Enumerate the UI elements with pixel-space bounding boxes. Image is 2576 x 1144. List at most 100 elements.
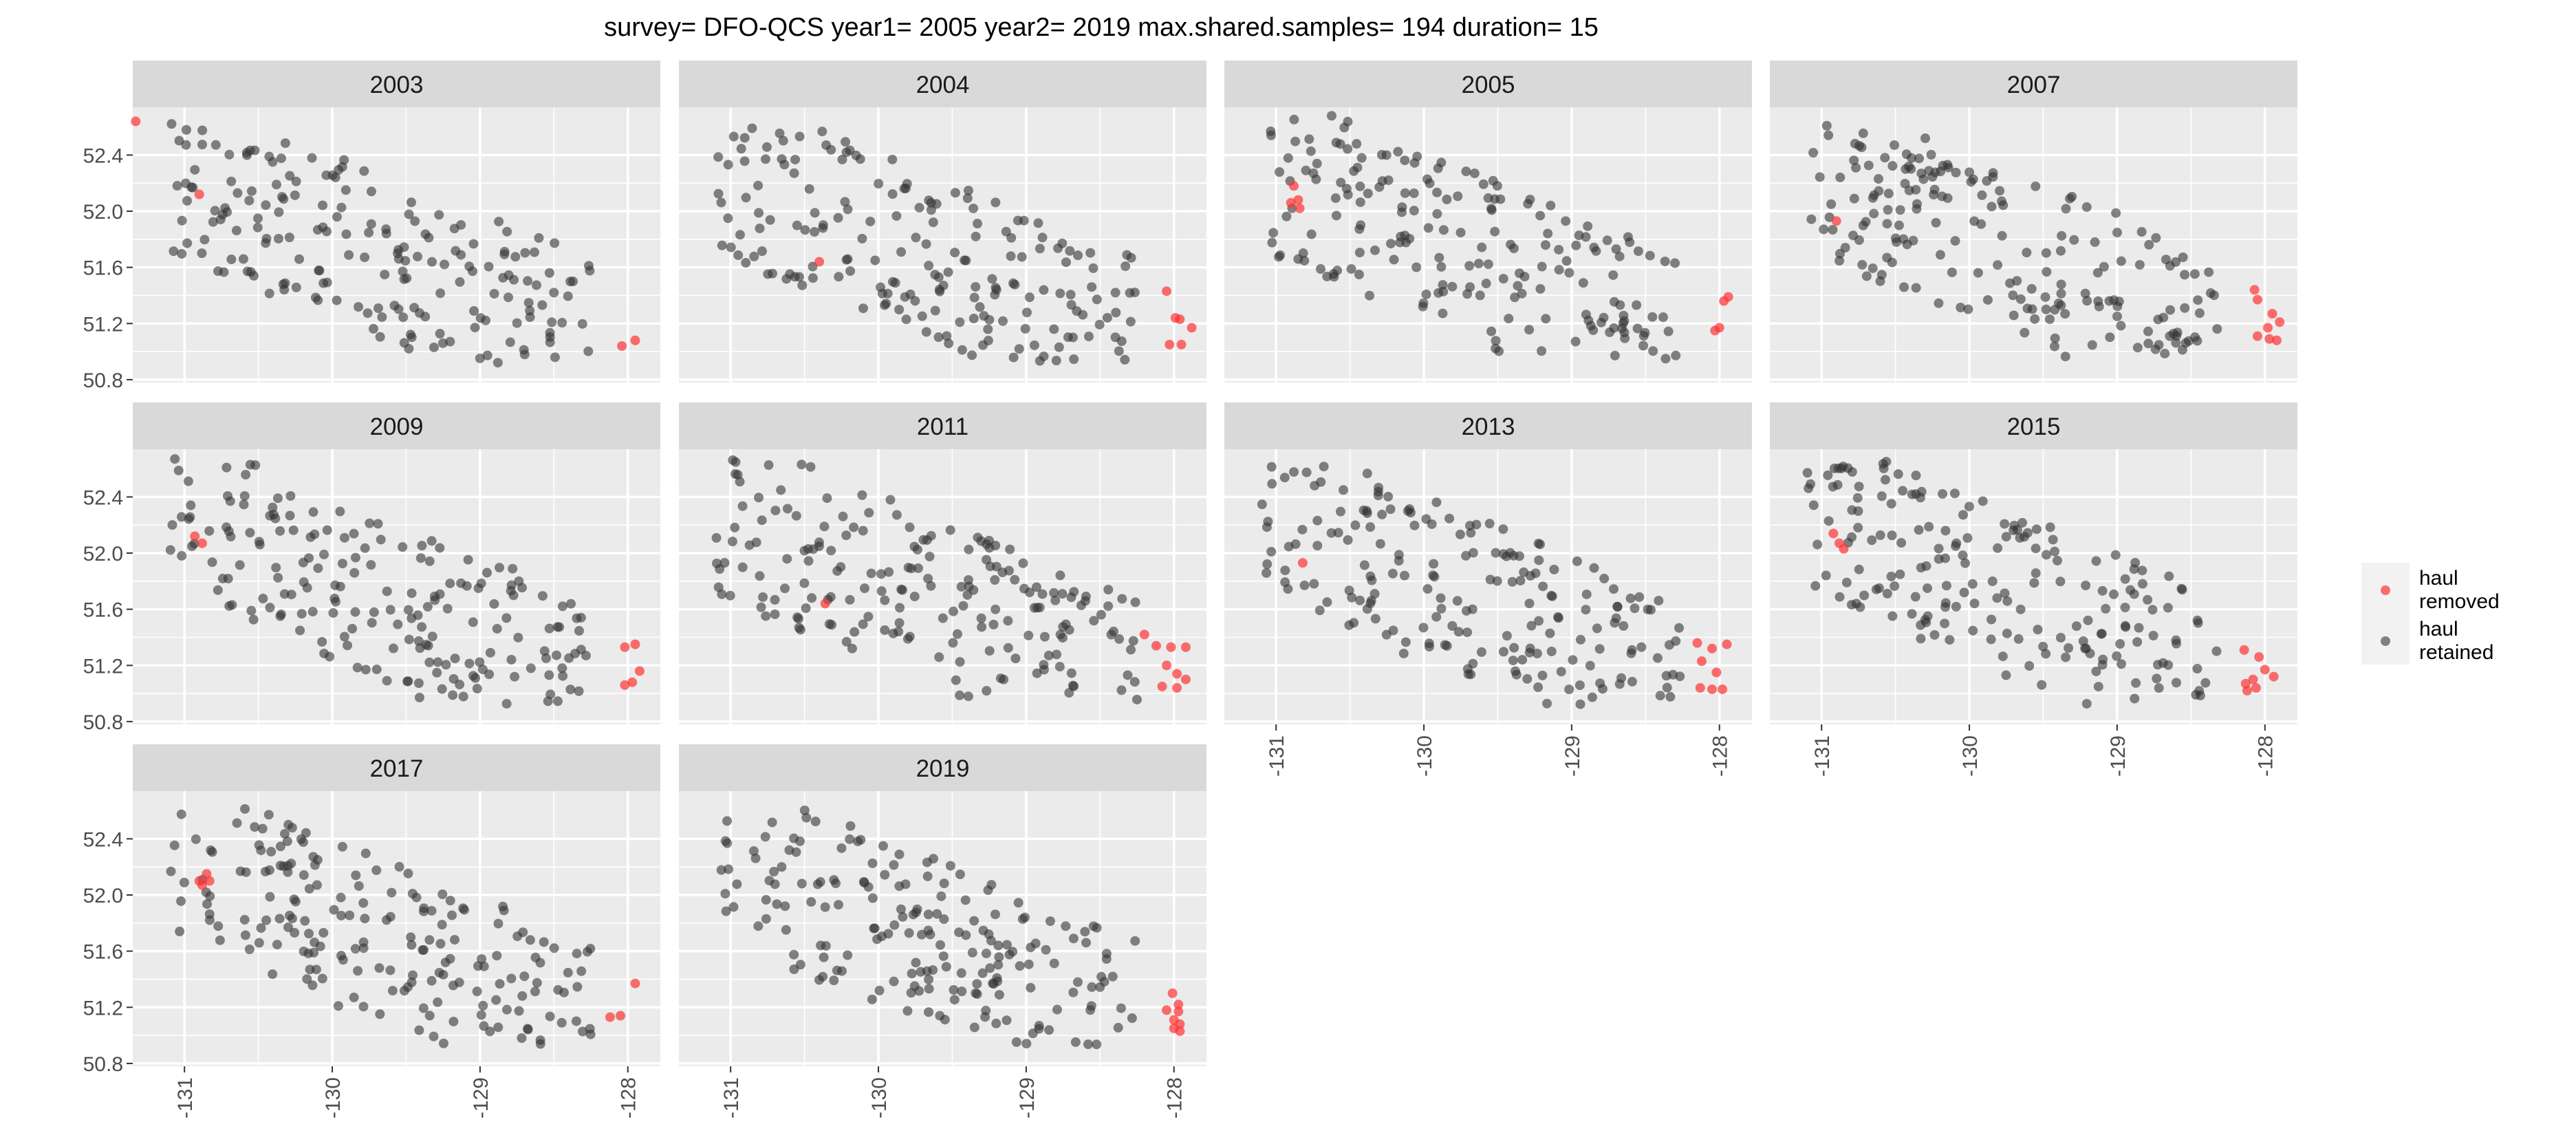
data-point-retained — [1664, 640, 1674, 650]
data-point-retained — [1387, 568, 1398, 579]
data-point-retained — [2081, 698, 2092, 709]
data-point-retained — [1654, 596, 1664, 606]
data-point-retained — [1385, 504, 1396, 515]
data-point-retained — [994, 990, 1004, 1000]
data-point-retained — [1815, 172, 1825, 182]
data-point-retained — [2085, 648, 2095, 658]
data-point-retained — [713, 152, 724, 162]
facet-panel-2013: 2013 — [1224, 402, 1752, 724]
data-point-retained — [426, 536, 437, 546]
data-point-retained — [1542, 698, 1552, 709]
data-point-retained — [887, 277, 898, 287]
data-point-retained — [2091, 556, 2101, 566]
data-point-retained — [241, 147, 252, 158]
data-point-retained — [275, 526, 285, 536]
data-point-retained — [2161, 255, 2171, 265]
data-point-retained — [761, 611, 771, 621]
data-point-retained — [317, 637, 327, 647]
data-point-retained — [864, 508, 874, 518]
data-point-retained — [1064, 688, 1074, 698]
data-point-retained — [909, 592, 920, 602]
data-point-retained — [1374, 482, 1384, 493]
data-point-retained — [1066, 592, 1076, 603]
facet-strip-label: 2007 — [2007, 72, 2061, 98]
data-point-retained — [413, 251, 423, 261]
data-point-retained — [179, 877, 189, 887]
data-point-retained — [1941, 581, 1951, 591]
data-point-retained — [1018, 558, 1028, 568]
data-point-retained — [1675, 671, 1685, 682]
data-point-retained — [167, 520, 177, 530]
data-point-retained — [458, 691, 468, 702]
data-point-retained — [808, 273, 818, 283]
data-point-retained — [2015, 294, 2026, 304]
data-point-retained — [366, 186, 376, 197]
data-point-retained — [564, 653, 574, 663]
data-point-retained — [794, 623, 804, 633]
data-point-retained — [952, 629, 962, 639]
data-point-retained — [1609, 584, 1619, 594]
data-point-retained — [2144, 239, 2154, 250]
data-point-retained — [845, 145, 855, 155]
data-point-retained — [1262, 522, 1272, 532]
data-point-retained — [1491, 336, 1501, 346]
data-point-retained — [956, 581, 966, 592]
data-point-retained — [736, 144, 746, 154]
data-point-retained — [1002, 1015, 1012, 1026]
data-point-removed — [1718, 684, 1728, 694]
data-point-retained — [954, 927, 964, 938]
data-point-retained — [1911, 489, 1921, 499]
data-point-retained — [894, 627, 904, 637]
series-haul-retained — [713, 123, 1140, 366]
data-point-removed — [2275, 317, 2285, 327]
data-point-retained — [265, 510, 275, 521]
data-point-retained — [887, 154, 898, 164]
data-point-removed — [1166, 642, 1176, 652]
data-point-retained — [417, 622, 427, 632]
data-point-retained — [1297, 524, 1308, 535]
data-point-retained — [874, 985, 885, 995]
data-point-retained — [1645, 250, 1655, 261]
data-point-retained — [360, 665, 371, 675]
data-point-retained — [336, 892, 346, 903]
data-point-retained — [1858, 220, 1868, 230]
data-point-retained — [373, 303, 383, 314]
data-point-retained — [1945, 635, 1955, 645]
data-point-retained — [202, 899, 213, 909]
data-point-retained — [448, 980, 458, 991]
data-point-retained — [572, 949, 582, 959]
data-point-retained — [923, 574, 933, 584]
data-point-retained — [757, 246, 767, 257]
data-point-retained — [1304, 134, 1314, 144]
data-point-retained — [857, 233, 867, 244]
data-point-retained — [1854, 564, 1864, 574]
data-point-retained — [962, 193, 973, 204]
data-point-retained — [1464, 261, 1475, 271]
data-point-retained — [1968, 174, 1978, 184]
data-point-retained — [1923, 583, 1933, 594]
data-point-retained — [982, 686, 992, 696]
data-point-retained — [971, 988, 981, 998]
data-point-retained — [963, 691, 973, 702]
data-point-retained — [1005, 544, 1015, 554]
data-point-retained — [438, 1038, 448, 1048]
series-haul-retained — [165, 454, 591, 709]
data-point-retained — [1530, 568, 1541, 579]
data-point-retained — [2060, 309, 2070, 319]
data-point-retained — [2044, 314, 2055, 325]
data-point-retained — [1661, 671, 1671, 681]
data-point-retained — [757, 515, 767, 526]
data-point-retained — [574, 626, 584, 636]
data-point-retained — [1898, 486, 1908, 496]
data-point-retained — [1266, 126, 1276, 136]
data-point-retained — [955, 657, 965, 667]
data-point-retained — [926, 530, 936, 541]
data-point-retained — [1403, 506, 1413, 516]
data-point-retained — [1490, 194, 1500, 204]
data-point-retained — [2040, 292, 2050, 302]
data-point-retained — [1519, 567, 1529, 577]
data-point-retained — [252, 222, 263, 233]
data-point-retained — [1958, 510, 1968, 520]
data-point-retained — [424, 657, 435, 667]
